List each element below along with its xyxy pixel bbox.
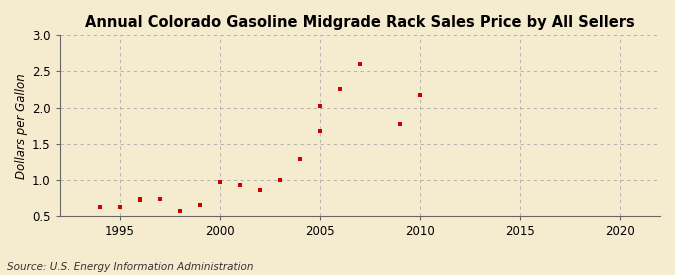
Point [294, 157, 305, 161]
Point [254, 188, 265, 192]
Point [335, 87, 346, 91]
Point [414, 92, 425, 97]
Point [155, 197, 165, 202]
Point [354, 62, 365, 67]
Point [234, 183, 245, 187]
Point [194, 203, 205, 207]
Text: Source: U.S. Energy Information Administration: Source: U.S. Energy Information Administ… [7, 262, 253, 272]
Point [95, 205, 105, 210]
Point [134, 197, 145, 202]
Point [394, 122, 405, 127]
Point [315, 128, 325, 133]
Point [215, 180, 225, 184]
Point [115, 204, 126, 209]
Point [134, 198, 145, 202]
Title: Annual Colorado Gasoline Midgrade Rack Sales Price by All Sellers: Annual Colorado Gasoline Midgrade Rack S… [85, 15, 634, 30]
Point [115, 204, 126, 209]
Point [275, 178, 286, 182]
Point [174, 209, 185, 213]
Point [315, 104, 325, 108]
Y-axis label: Dollars per Gallon: Dollars per Gallon [15, 73, 28, 178]
